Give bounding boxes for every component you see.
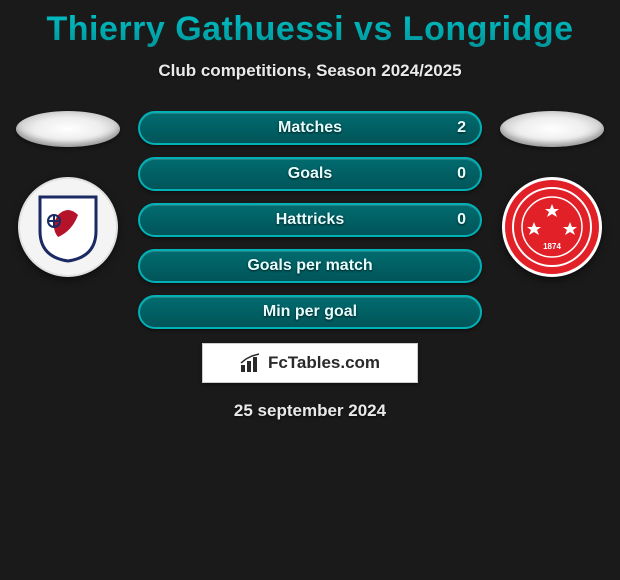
- player-left-column: [16, 111, 120, 277]
- stat-label: Min per goal: [263, 303, 357, 321]
- stat-row-goals: Goals 0: [138, 157, 482, 191]
- player-right-avatar: [500, 111, 604, 147]
- stats-column: Matches 2 Goals 0 Hattricks 0 Goals per …: [138, 111, 482, 329]
- stat-row-goals-per-match: Goals per match: [138, 249, 482, 283]
- stat-row-matches: Matches 2: [138, 111, 482, 145]
- stat-value: 0: [457, 165, 466, 183]
- stat-label: Goals per match: [247, 257, 372, 275]
- player-left-avatar: [16, 111, 120, 147]
- stat-label: Hattricks: [276, 211, 344, 229]
- club-left-badge: [18, 177, 118, 277]
- player-right-column: 1874: [500, 111, 604, 277]
- page-title: Thierry Gathuessi vs Longridge: [0, 10, 620, 49]
- stat-value: 0: [457, 211, 466, 229]
- svg-text:1874: 1874: [543, 242, 561, 251]
- brand-box[interactable]: FcTables.com: [202, 343, 418, 383]
- date-line: 25 september 2024: [0, 401, 620, 421]
- club-right-badge: 1874: [502, 177, 602, 277]
- stat-label: Goals: [288, 165, 332, 183]
- stat-row-hattricks: Hattricks 0: [138, 203, 482, 237]
- stat-row-min-per-goal: Min per goal: [138, 295, 482, 329]
- stat-value: 2: [457, 119, 466, 137]
- brand-chart-icon: [240, 353, 262, 373]
- brand-text: FcTables.com: [268, 353, 380, 373]
- stat-label: Matches: [278, 119, 342, 137]
- subtitle: Club competitions, Season 2024/2025: [0, 61, 620, 81]
